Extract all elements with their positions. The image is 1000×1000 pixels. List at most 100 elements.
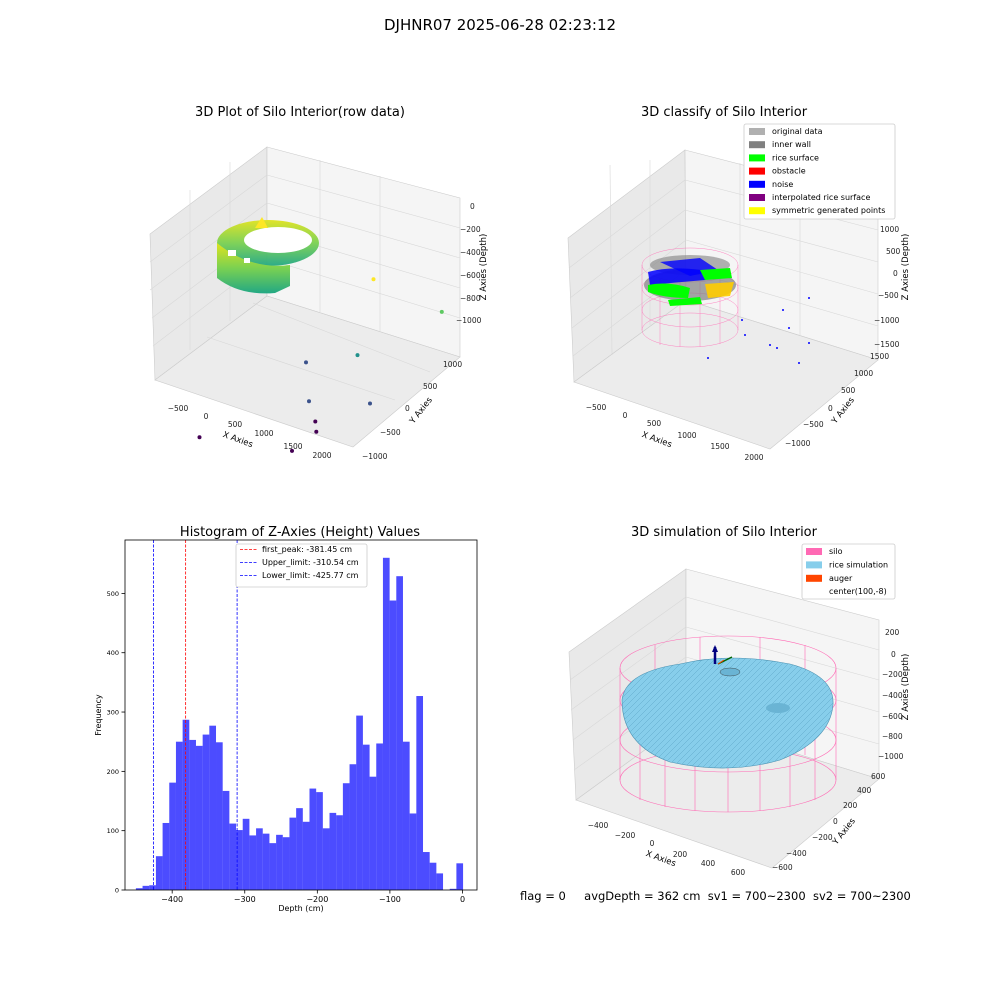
- svg-text:0: 0: [828, 404, 833, 413]
- svg-text:200: 200: [843, 801, 858, 810]
- histogram-bar: [249, 835, 257, 890]
- histogram-legend-label: Lower_limit: -425.77 cm: [262, 571, 359, 580]
- histogram-x-tick-label: −200: [306, 895, 328, 904]
- raw-outlier-point: [355, 353, 360, 358]
- simulation-legend-label: center(100,-8): [829, 587, 887, 596]
- svg-text:−500: −500: [586, 403, 607, 412]
- svg-text:−500: −500: [803, 420, 824, 429]
- histogram-bar: [155, 856, 163, 890]
- simulation-z-label: Z Axies (Depth): [901, 654, 911, 721]
- svg-text:200: 200: [673, 850, 688, 859]
- svg-text:600: 600: [731, 868, 746, 877]
- histogram-x-ticks: −400 −300 −200 −100 0: [161, 890, 465, 904]
- histogram-bar: [142, 885, 150, 890]
- histogram-bar: [256, 828, 263, 890]
- simulation-legend: silo rice simulation auger center(100,-8): [801, 543, 896, 600]
- classify-z-label: Z Axies (Depth): [901, 234, 911, 301]
- svg-text:0: 0: [470, 202, 475, 211]
- histogram-legend: first_peak: -381.45 cm Upper_limit: -310.…: [235, 543, 368, 588]
- svg-text:2000: 2000: [312, 451, 331, 460]
- histogram-bar: [322, 828, 330, 890]
- classify-legend-swatch: [749, 128, 765, 135]
- simulation-legend-label: auger: [829, 574, 853, 583]
- histogram-y-tick-label: 500: [107, 590, 119, 598]
- sv1-text: sv1 = 700~2300: [707, 889, 806, 903]
- histogram-bar: [342, 783, 350, 890]
- histogram-y-tick-label: 100: [107, 827, 119, 835]
- raw-x-ticks: −500 0 500 1000 1500 2000: [168, 404, 332, 460]
- svg-text:−800: −800: [460, 294, 481, 303]
- raw-y-label: Y Axies: [407, 395, 435, 427]
- svg-text:500: 500: [647, 419, 662, 428]
- histogram-bar: [162, 822, 170, 890]
- histogram-bar: [316, 792, 323, 890]
- histogram-bar: [269, 843, 277, 890]
- raw-outlier-point: [290, 448, 294, 453]
- histogram-bar: [336, 815, 343, 890]
- histogram-bar: [276, 834, 283, 890]
- histogram-bar: [402, 741, 410, 890]
- figure-title: DJHNR07 2025-06-28 02:23:12: [383, 16, 617, 34]
- svg-text:400: 400: [857, 786, 872, 795]
- simulation-y-ticks: −600 −400 −200 0 200 400 600: [772, 772, 886, 872]
- classify-legend-label: rice surface: [772, 153, 819, 162]
- classify-legend-swatch: [749, 167, 765, 175]
- classify-point-groups: [644, 255, 736, 306]
- histogram-bar: [229, 823, 237, 890]
- classify-legend-label: obstacle: [772, 167, 806, 176]
- svg-text:1000: 1000: [880, 225, 899, 234]
- histogram-y-tick-label: 200: [107, 768, 119, 776]
- svg-text:−200: −200: [460, 225, 481, 234]
- histogram-bar: [436, 873, 444, 890]
- histogram-y-label: Frequency: [94, 694, 103, 736]
- histogram-bar: [242, 818, 250, 890]
- raw-outlier-point: [307, 399, 311, 404]
- svg-text:2000: 2000: [744, 453, 763, 462]
- simulation-legend-label: rice simulation: [829, 560, 888, 569]
- svg-text:−1000: −1000: [874, 316, 900, 325]
- histogram-bar: [456, 863, 464, 890]
- svg-text:400: 400: [701, 859, 716, 868]
- histogram-bar: [262, 833, 270, 890]
- classify-legend-label: inner wall: [772, 140, 811, 149]
- simulation-x-ticks: −400 −200 0 200 400 600: [588, 821, 746, 877]
- rice-simulation-surface: [621, 657, 834, 769]
- svg-text:600: 600: [871, 772, 886, 781]
- histogram-bar: [222, 790, 230, 890]
- histogram-bar: [195, 745, 203, 890]
- classify-noise-points: [707, 297, 810, 364]
- simulation-z-ticks: 200 0 −200 −400 −600 −800 −1000: [878, 628, 904, 761]
- raw-x-label: X Axies: [221, 430, 254, 450]
- histogram-x-tick-label: −100: [379, 895, 401, 904]
- raw-z-ticks: 0 −200 −400 −600 −800 −1000: [456, 202, 482, 325]
- classify-legend-label: original data: [772, 127, 823, 136]
- raw-outlier-point: [197, 435, 202, 440]
- classify-legend-swatch: [749, 154, 765, 162]
- histogram-bar: [175, 741, 183, 890]
- histogram-x-tick-label: −300: [234, 895, 256, 904]
- svg-text:−200: −200: [812, 833, 833, 842]
- svg-text:−1000: −1000: [456, 316, 482, 325]
- svg-text:500: 500: [228, 420, 243, 429]
- svg-text:−400: −400: [786, 849, 807, 858]
- classify-legend-label: interpolated rice surface: [772, 193, 870, 202]
- histogram-bar: [356, 715, 363, 890]
- svg-text:−200: −200: [882, 670, 903, 679]
- raw-outlier-point: [439, 309, 444, 314]
- histogram-bar: [416, 696, 424, 890]
- subplot-title-classify: 3D classify of Silo Interior: [641, 105, 808, 120]
- svg-text:−400: −400: [460, 248, 481, 257]
- histogram-legend-label: Upper_limit: -310.54 cm: [262, 558, 359, 567]
- classify-legend-swatch: [749, 141, 765, 149]
- raw-outlier-point: [368, 401, 372, 406]
- histogram-bar: [396, 576, 403, 890]
- histogram-bar: [376, 743, 383, 890]
- status-footer: flag = 0 avgDepth = 362 cm sv1 = 700~230…: [520, 889, 911, 903]
- svg-text:−400: −400: [882, 691, 903, 700]
- svg-text:−600: −600: [460, 271, 481, 280]
- svg-text:1000: 1000: [254, 429, 273, 438]
- svg-text:−600: −600: [772, 863, 793, 872]
- histogram-bar: [182, 719, 190, 890]
- classify-legend: original data inner wall rice surface obsta…: [743, 123, 896, 220]
- auger-marker: [712, 645, 733, 665]
